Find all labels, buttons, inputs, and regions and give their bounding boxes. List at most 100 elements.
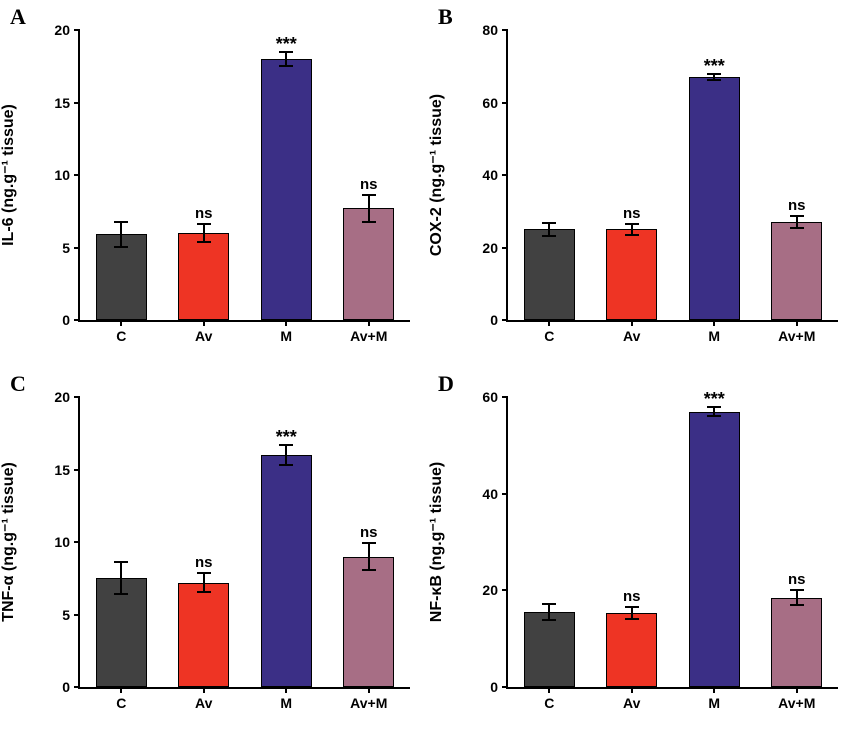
- y-tick-label: 20: [54, 22, 70, 38]
- error-cap: [542, 603, 556, 605]
- bar-C: [524, 229, 575, 320]
- panel-label: D: [438, 371, 454, 397]
- x-tick: [285, 687, 287, 693]
- error-cap: [625, 223, 639, 225]
- x-tick: [368, 687, 370, 693]
- y-axis-label: NF-κB (ng.g⁻¹ tissue): [426, 442, 446, 642]
- x-tick-label: Av: [623, 328, 640, 344]
- x-tick: [285, 320, 287, 326]
- y-tick-label: 5: [62, 607, 70, 623]
- error-cap: [197, 591, 211, 593]
- y-tick: [74, 102, 80, 104]
- error-bar: [796, 590, 798, 605]
- error-cap: [790, 215, 804, 217]
- x-tick-label: Av+M: [350, 328, 387, 344]
- x-tick: [548, 320, 550, 326]
- y-tick-label: 20: [54, 389, 70, 405]
- error-cap: [542, 235, 556, 237]
- y-axis-label: IL-6 (ng.g⁻¹ tissue): [0, 75, 18, 275]
- y-tick: [74, 29, 80, 31]
- y-tick: [502, 319, 508, 321]
- significance-label: ns: [623, 588, 641, 605]
- y-tick: [74, 247, 80, 249]
- significance-label: ns: [360, 176, 378, 193]
- error-cap: [197, 572, 211, 574]
- figure: A05101520CAvnsM***Av+MnsIL-6 (ng.g⁻¹ tis…: [0, 0, 857, 734]
- panel-label: C: [10, 371, 26, 397]
- y-tick: [74, 541, 80, 543]
- x-tick-label: Av: [623, 695, 640, 711]
- x-tick-label: M: [708, 695, 720, 711]
- error-bar: [203, 224, 205, 241]
- y-tick-label: 0: [490, 679, 498, 695]
- error-bar: [368, 543, 370, 571]
- error-cap: [197, 223, 211, 225]
- y-tick-label: 0: [62, 679, 70, 695]
- y-tick: [74, 686, 80, 688]
- error-bar: [203, 573, 205, 592]
- bar-Av+M: [343, 557, 394, 688]
- y-tick-label: 80: [482, 22, 498, 38]
- panel-A: A05101520CAvnsM***Av+MnsIL-6 (ng.g⁻¹ tis…: [0, 0, 428, 367]
- x-tick: [713, 320, 715, 326]
- x-tick-label: Av+M: [778, 328, 815, 344]
- error-cap: [625, 606, 639, 608]
- bar-M: [689, 412, 740, 688]
- x-tick-label: Av: [195, 695, 212, 711]
- y-tick-label: 20: [482, 582, 498, 598]
- panel-label: B: [438, 4, 453, 30]
- bar-C: [524, 612, 575, 687]
- x-tick: [368, 320, 370, 326]
- panel-D: D 0204060CAvnsM***Av+Mns NF-κB (ng.g⁻¹ tis…: [428, 367, 856, 734]
- y-tick: [502, 493, 508, 495]
- y-tick-label: 40: [482, 486, 498, 502]
- error-cap: [790, 227, 804, 229]
- x-tick: [796, 320, 798, 326]
- x-tick-label: M: [280, 328, 292, 344]
- error-bar: [120, 562, 122, 594]
- y-tick: [74, 174, 80, 176]
- error-cap: [542, 619, 556, 621]
- plot-area: 020406080CAvnsM***Av+Mns: [506, 30, 838, 322]
- bar-Av+M: [771, 598, 822, 687]
- y-tick: [502, 686, 508, 688]
- plot-area: 05101520CAvnsM***Av+Mns: [78, 30, 410, 322]
- error-bar: [285, 445, 287, 465]
- x-tick: [548, 687, 550, 693]
- x-tick: [631, 687, 633, 693]
- x-tick-label: C: [116, 328, 126, 344]
- error-cap: [114, 221, 128, 223]
- plot-area: 0204060CAvnsM***Av+Mns: [506, 397, 838, 689]
- significance-label: ***: [704, 389, 725, 410]
- y-tick-label: 5: [62, 240, 70, 256]
- x-tick: [120, 687, 122, 693]
- significance-label: ns: [623, 205, 641, 222]
- bar-Av+M: [343, 208, 394, 320]
- y-tick-label: 0: [62, 312, 70, 328]
- y-tick: [502, 247, 508, 249]
- error-cap: [707, 415, 721, 417]
- significance-label: ns: [195, 554, 213, 571]
- y-tick-label: 60: [482, 95, 498, 111]
- error-cap: [279, 464, 293, 466]
- error-cap: [542, 222, 556, 224]
- error-cap: [362, 194, 376, 196]
- x-tick: [120, 320, 122, 326]
- y-tick: [74, 469, 80, 471]
- y-tick: [502, 589, 508, 591]
- y-tick-label: 10: [54, 534, 70, 550]
- x-tick: [631, 320, 633, 326]
- error-bar: [368, 195, 370, 223]
- y-tick-label: 40: [482, 167, 498, 183]
- y-tick-label: 10: [54, 167, 70, 183]
- y-tick: [74, 319, 80, 321]
- x-tick: [203, 687, 205, 693]
- y-tick: [502, 396, 508, 398]
- y-tick: [502, 174, 508, 176]
- bar-M: [261, 59, 312, 320]
- significance-label: ns: [788, 571, 806, 588]
- bar-Av: [606, 613, 657, 687]
- y-axis-label: COX-2 (ng.g⁻¹ tissue): [426, 75, 446, 275]
- x-tick-label: M: [708, 328, 720, 344]
- x-tick-label: M: [280, 695, 292, 711]
